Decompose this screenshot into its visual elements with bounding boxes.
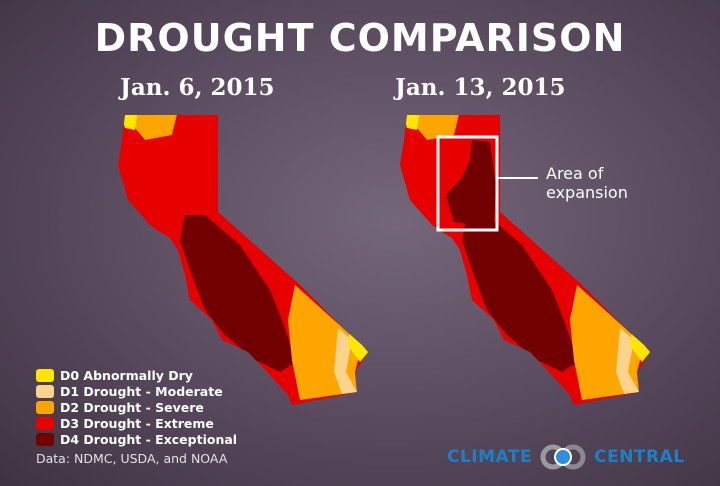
legend-label: D4 Drought - Exceptional <box>60 431 238 447</box>
zone-d0-north <box>120 115 138 130</box>
zone-d2-north <box>417 115 460 140</box>
expansion-box <box>436 135 499 232</box>
date-right: Jan. 13, 2015 <box>395 74 566 101</box>
expansion-annotation: Area of expansion <box>546 164 628 202</box>
legend-label: D0 Abnormally Dry <box>60 367 193 383</box>
zone-d0-north <box>402 115 420 130</box>
page-title: DROUGHT COMPARISON <box>94 16 626 60</box>
zone-d0 <box>630 330 650 362</box>
logo-text-right: CENTRAL <box>594 447 685 467</box>
legend-item-d2: D2 Drought - Severe <box>36 399 237 415</box>
climate-central-logo: CLIMATE CENTRAL <box>447 444 685 470</box>
zone-d4-expansion <box>446 140 496 225</box>
zone-d0 <box>348 330 368 362</box>
date-left: Jan. 6, 2015 <box>120 74 275 101</box>
legend-label: D3 Drought - Extreme <box>60 415 214 431</box>
legend-item-d4: D4 Drought - Exceptional <box>36 431 237 447</box>
legend-label: D1 Drought - Moderate <box>60 383 223 399</box>
zone-d4 <box>462 215 578 372</box>
logo-rings-icon <box>540 444 586 470</box>
zone-d2-north <box>135 115 178 140</box>
zone-d1 <box>616 328 639 394</box>
legend-item-d3: D3 Drought - Extreme <box>36 415 237 431</box>
swatch <box>36 384 54 398</box>
legend-label: D2 Drought - Severe <box>60 399 204 415</box>
annotation-line1: Area of <box>546 164 604 183</box>
swatch <box>36 400 54 414</box>
zone-d4 <box>180 215 296 372</box>
swatch <box>36 432 54 446</box>
annotation-line2: expansion <box>546 183 628 202</box>
map-jan-13 <box>400 115 650 405</box>
swatch <box>36 416 54 430</box>
legend: D0 Abnormally Dry D1 Drought - Moderate … <box>36 367 237 447</box>
logo-text-left: CLIMATE <box>447 447 533 467</box>
data-source: Data: NDMC, USDA, and NOAA <box>36 451 228 466</box>
swatch <box>36 368 54 382</box>
zone-d1 <box>334 328 357 394</box>
legend-item-d0: D0 Abnormally Dry <box>36 367 237 383</box>
legend-item-d1: D1 Drought - Moderate <box>36 383 237 399</box>
